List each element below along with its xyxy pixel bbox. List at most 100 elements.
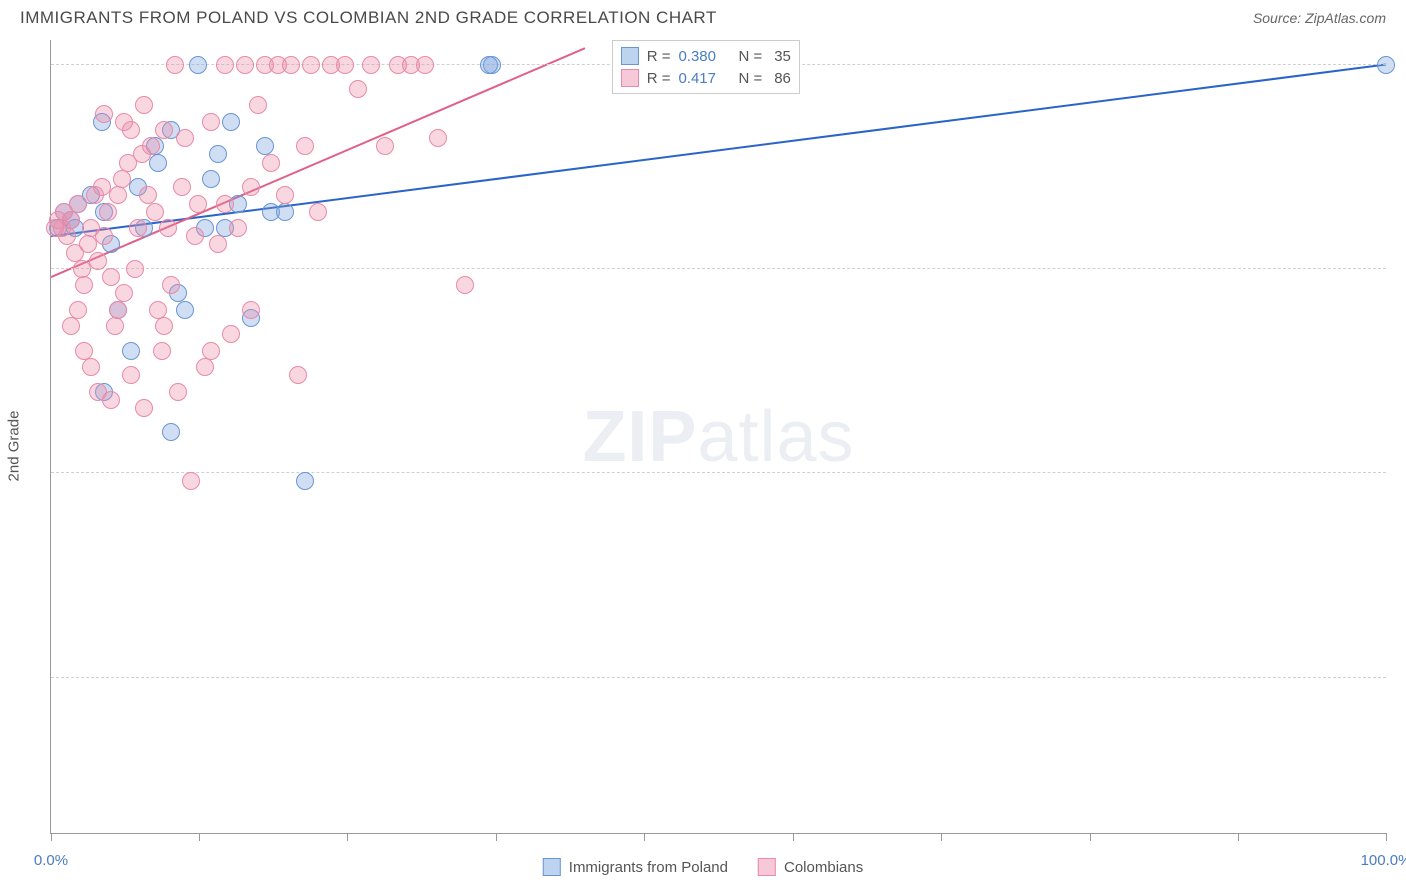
data-point <box>62 317 80 335</box>
stats-legend: R =0.380N =35R =0.417N =86 <box>612 40 800 94</box>
data-point <box>95 105 113 123</box>
data-point <box>122 366 140 384</box>
x-tick-label: 100.0% <box>1361 852 1406 869</box>
data-point <box>242 301 260 319</box>
data-point <box>176 129 194 147</box>
plot-area: ZIPatlas 92.5%95.0%97.5%100.0%0.0%100.0%… <box>50 40 1386 834</box>
data-point <box>362 56 380 74</box>
data-point <box>159 219 177 237</box>
data-point <box>149 301 167 319</box>
gridline <box>51 677 1386 678</box>
x-tick <box>1090 833 1091 841</box>
data-point <box>115 284 133 302</box>
data-point <box>242 178 260 196</box>
data-point <box>309 203 327 221</box>
r-value: 0.417 <box>678 70 726 87</box>
data-point <box>122 342 140 360</box>
y-tick-label: 95.0% <box>1390 448 1406 465</box>
gridline <box>51 472 1386 473</box>
chart-container: ZIPatlas 92.5%95.0%97.5%100.0%0.0%100.0%… <box>50 40 1386 834</box>
data-point <box>82 358 100 376</box>
data-point <box>69 195 87 213</box>
r-label: R = <box>647 70 671 87</box>
data-point <box>336 56 354 74</box>
data-point <box>209 235 227 253</box>
data-point <box>62 211 80 229</box>
data-point <box>155 121 173 139</box>
stats-row: R =0.417N =86 <box>621 67 791 89</box>
legend-item-poland: Immigrants from Poland <box>543 858 728 876</box>
data-point <box>166 56 184 74</box>
y-tick-label: 92.5% <box>1390 652 1406 669</box>
data-point <box>229 219 247 237</box>
data-point <box>95 227 113 245</box>
x-tick <box>1386 833 1387 841</box>
data-point <box>256 137 274 155</box>
x-tick <box>1238 833 1239 841</box>
data-point <box>236 56 254 74</box>
data-point <box>189 56 207 74</box>
watermark: ZIPatlas <box>582 396 854 478</box>
y-tick-label: 97.5% <box>1390 243 1406 260</box>
data-point <box>173 178 191 196</box>
data-point <box>75 276 93 294</box>
data-point <box>135 96 153 114</box>
data-point <box>149 154 167 172</box>
legend-swatch-icon <box>543 858 561 876</box>
data-point <box>249 96 267 114</box>
data-point <box>289 366 307 384</box>
data-point <box>162 276 180 294</box>
data-point <box>282 56 300 74</box>
x-tick <box>941 833 942 841</box>
n-label: N = <box>738 48 762 65</box>
data-point <box>276 203 294 221</box>
data-point <box>102 391 120 409</box>
data-point <box>189 195 207 213</box>
x-tick <box>644 833 645 841</box>
data-point <box>129 219 147 237</box>
data-point <box>139 186 157 204</box>
data-point <box>456 276 474 294</box>
data-point <box>1377 56 1395 74</box>
r-value: 0.380 <box>678 48 726 65</box>
data-point <box>222 325 240 343</box>
data-point <box>202 170 220 188</box>
data-point <box>113 170 131 188</box>
y-tick-label: 100.0% <box>1390 39 1406 56</box>
data-point <box>122 121 140 139</box>
data-point <box>99 203 117 221</box>
data-point <box>146 203 164 221</box>
r-label: R = <box>647 48 671 65</box>
data-point <box>202 113 220 131</box>
data-point <box>155 317 173 335</box>
data-point <box>135 399 153 417</box>
data-point <box>202 342 220 360</box>
chart-title: IMMIGRANTS FROM POLAND VS COLOMBIAN 2ND … <box>20 8 717 28</box>
data-point <box>276 186 294 204</box>
data-point <box>349 80 367 98</box>
data-point <box>376 137 394 155</box>
data-point <box>89 252 107 270</box>
data-point <box>216 195 234 213</box>
data-point <box>162 423 180 441</box>
data-point <box>75 342 93 360</box>
x-tick <box>347 833 348 841</box>
data-point <box>480 56 498 74</box>
bottom-legend: Immigrants from Poland Colombians <box>543 858 863 876</box>
data-point <box>109 186 127 204</box>
n-value: 35 <box>774 48 791 65</box>
source-label: Source: ZipAtlas.com <box>1253 10 1386 26</box>
data-point <box>429 129 447 147</box>
n-value: 86 <box>774 70 791 87</box>
gridline <box>51 268 1386 269</box>
legend-swatch-icon <box>621 47 639 65</box>
data-point <box>106 317 124 335</box>
data-point <box>142 137 160 155</box>
data-point <box>262 154 280 172</box>
data-point <box>69 301 87 319</box>
data-point <box>169 383 187 401</box>
x-tick <box>496 833 497 841</box>
legend-swatch-icon <box>621 69 639 87</box>
data-point <box>126 260 144 278</box>
y-axis-title: 2nd Grade <box>6 411 23 482</box>
